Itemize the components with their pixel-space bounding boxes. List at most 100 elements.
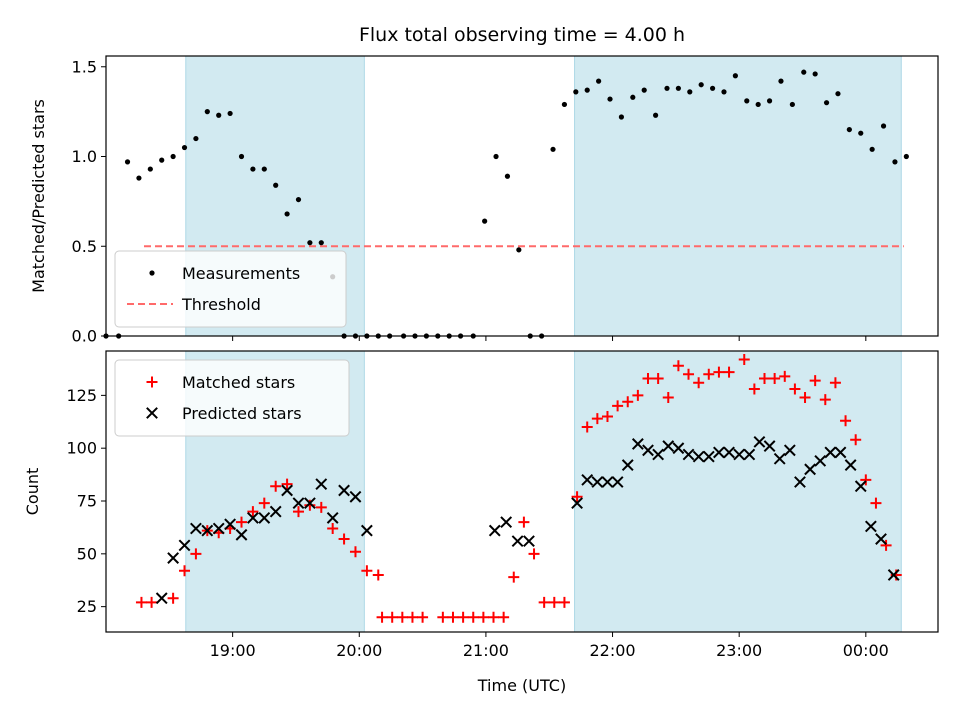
y-tick-label: 50 xyxy=(77,544,97,563)
data-point xyxy=(693,377,705,389)
x-axis-label: Time (UTC) xyxy=(477,676,566,695)
data-point xyxy=(467,611,479,623)
shaded-region-1 xyxy=(574,55,902,337)
count-panel: 25 50 75 100 125 19:00 20:00 21:00 22:00 23:00 00:… xyxy=(23,350,939,660)
data-point xyxy=(493,153,499,160)
y-tick-label: 25 xyxy=(77,597,97,616)
data-point xyxy=(216,112,222,118)
data-point xyxy=(618,114,625,120)
data-point xyxy=(858,130,864,136)
data-point xyxy=(683,368,695,380)
data-point xyxy=(804,463,817,476)
legend-label: Predicted stars xyxy=(182,404,302,423)
data-point xyxy=(518,516,530,528)
data-point xyxy=(292,506,304,518)
data-point xyxy=(692,450,705,463)
data-point xyxy=(292,497,305,510)
y-tick-label: 1.0 xyxy=(72,147,97,166)
data-point xyxy=(622,396,634,408)
data-point xyxy=(447,611,459,623)
data-point xyxy=(835,91,841,97)
data-point xyxy=(753,435,766,448)
legend-item: Measurements xyxy=(149,264,300,283)
x-tick-label: 00:00 xyxy=(843,641,889,660)
data-point xyxy=(338,533,350,545)
data-point xyxy=(516,247,522,253)
y-tick-label: 0.0 xyxy=(72,327,97,346)
data-point xyxy=(812,71,818,77)
data-point xyxy=(713,446,725,459)
data-point xyxy=(709,85,716,91)
axes-frame xyxy=(105,55,939,337)
data-point xyxy=(396,611,408,623)
shaded-region-1 xyxy=(574,350,902,633)
data-point xyxy=(376,611,388,623)
data-point xyxy=(258,512,271,524)
legend-marker xyxy=(146,376,158,388)
data-point xyxy=(698,82,704,88)
data-point xyxy=(703,368,715,380)
legend-label: Matched stars xyxy=(182,373,295,392)
data-point xyxy=(417,611,429,623)
data-point xyxy=(457,611,469,623)
data-point xyxy=(748,383,760,395)
data-point xyxy=(550,146,556,152)
data-point xyxy=(261,166,267,172)
data-point xyxy=(307,240,313,246)
data-point xyxy=(687,89,693,95)
legend-label: Threshold xyxy=(181,295,261,314)
data-point xyxy=(504,173,511,179)
data-point xyxy=(238,153,245,160)
legend-marker xyxy=(149,270,155,276)
data-point xyxy=(789,383,801,395)
data-point xyxy=(733,448,746,461)
data-point xyxy=(642,444,654,457)
data-point xyxy=(823,100,830,106)
data-point xyxy=(672,442,685,455)
data-point xyxy=(723,446,735,459)
data-point xyxy=(281,478,293,490)
data-point xyxy=(193,135,199,142)
data-point xyxy=(179,565,191,577)
data-point xyxy=(744,98,750,104)
data-point xyxy=(571,497,583,510)
data-point xyxy=(561,101,568,108)
data-point xyxy=(315,501,327,513)
data-point xyxy=(477,611,489,623)
legend-item: Threshold xyxy=(127,295,261,314)
data-point xyxy=(247,506,259,518)
data-point xyxy=(732,73,738,79)
data-point xyxy=(713,366,725,378)
data-point xyxy=(789,101,795,108)
data-point xyxy=(500,516,513,529)
data-point xyxy=(155,592,168,605)
data-point xyxy=(607,96,613,102)
data-point xyxy=(201,524,214,537)
data-point xyxy=(124,159,131,165)
data-point xyxy=(675,85,681,91)
data-point xyxy=(779,370,791,382)
y-tick-label: 0.5 xyxy=(72,237,97,256)
data-point xyxy=(178,539,191,552)
y-tick-label: 125 xyxy=(66,386,97,405)
data-point xyxy=(281,484,293,497)
data-point xyxy=(611,476,624,488)
data-point xyxy=(801,69,807,75)
data-point xyxy=(511,535,524,548)
data-point xyxy=(349,546,361,558)
x-tick-label: 22:00 xyxy=(589,641,635,660)
data-point xyxy=(840,415,852,427)
legend-marker xyxy=(146,407,158,419)
data-point xyxy=(864,520,877,533)
data-point xyxy=(773,452,786,465)
data-point xyxy=(652,448,665,461)
data-point xyxy=(880,539,892,551)
data-point xyxy=(236,516,248,528)
data-point xyxy=(875,533,887,545)
data-point xyxy=(664,85,670,91)
data-point xyxy=(829,377,841,389)
data-point xyxy=(642,372,654,384)
data-point xyxy=(360,524,373,537)
data-point xyxy=(632,389,644,401)
